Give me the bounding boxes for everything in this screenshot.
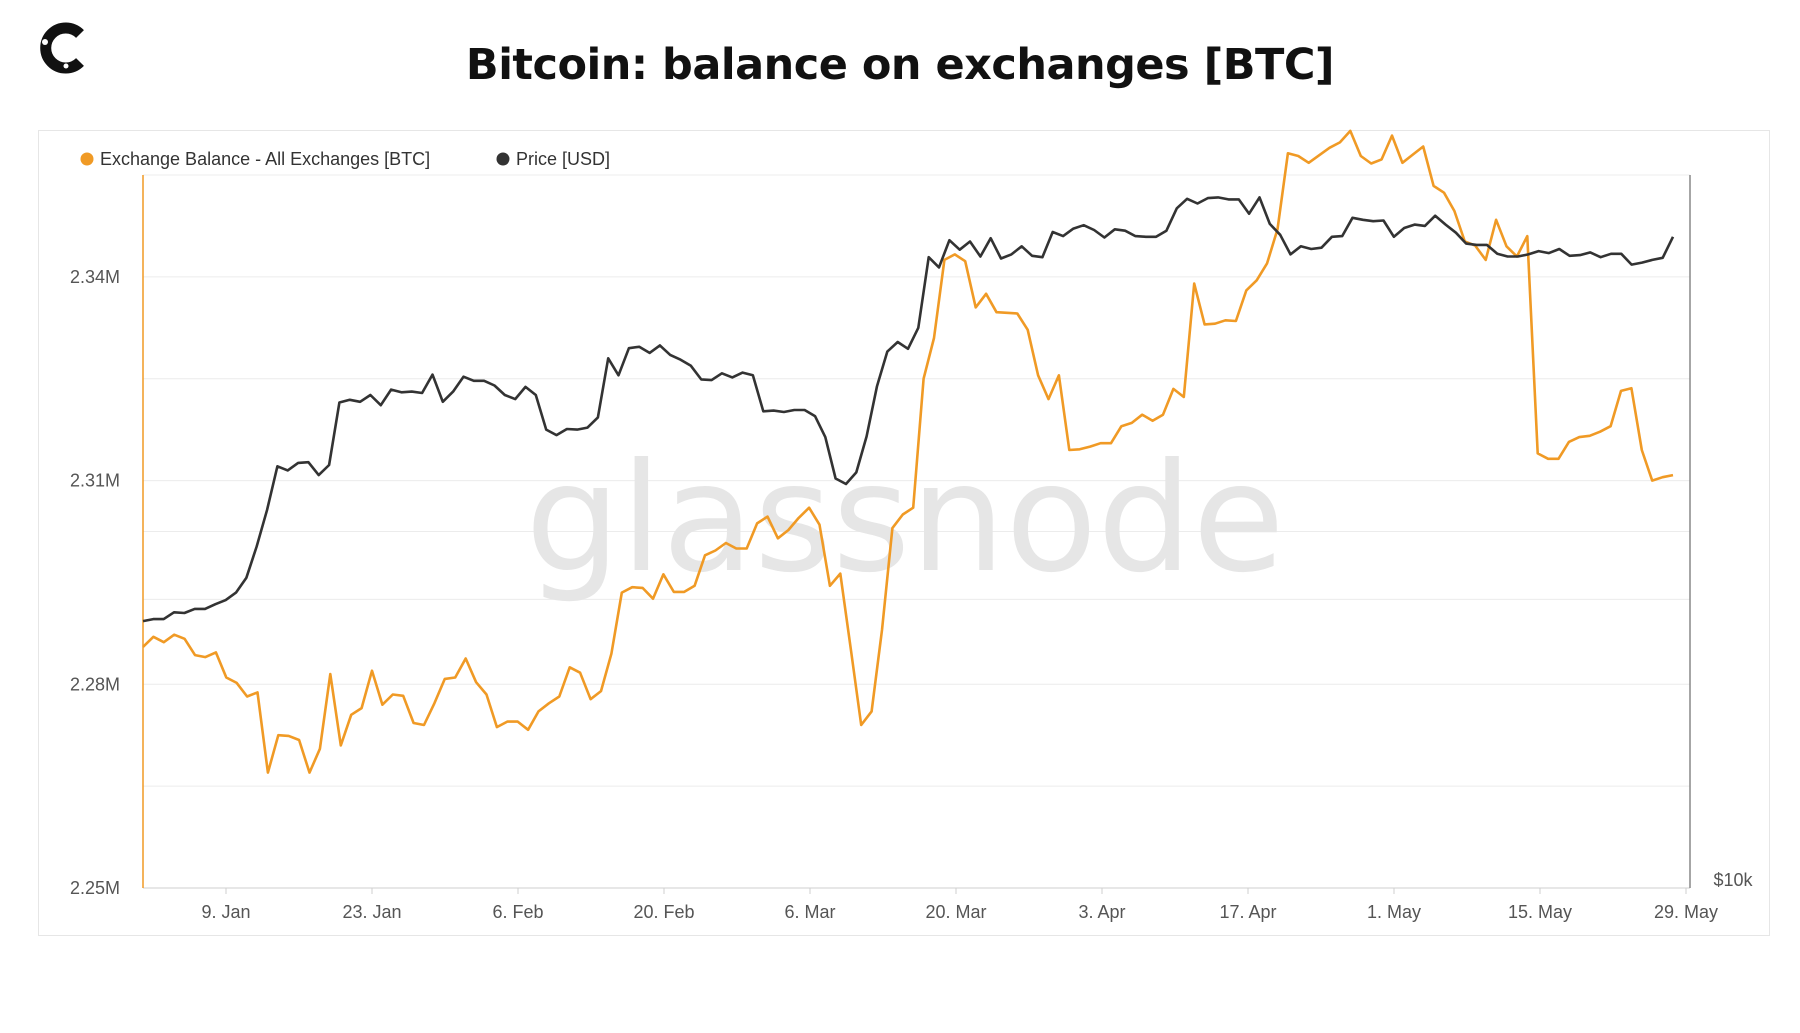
x-tick-label: 6. Mar [784,902,835,922]
legend-label[interactable]: Exchange Balance - All Exchanges [BTC] [100,149,430,169]
x-tick-label: 17. Apr [1219,902,1276,922]
x-tick-label: 29. May [1654,902,1718,922]
x-tick-label: 1. May [1367,902,1421,922]
chart-frame [38,130,1770,936]
x-tick-label: 3. Apr [1078,902,1125,922]
glassnode-watermark: glassnode [525,432,1284,606]
y-tick-label: 2.25M [70,878,120,898]
x-tick-label: 23. Jan [342,902,401,922]
legend: Exchange Balance - All Exchanges [BTC] Pr… [80,149,610,169]
x-tick-label: 15. May [1508,902,1572,922]
legend-marker[interactable] [80,152,94,166]
x-tick-label: 20. Mar [925,902,986,922]
coinglass-logo-icon [40,22,84,74]
series-lines [142,129,1675,774]
axes: 2.25M 2.28M 2.31M 2.34M $10k 9. Jan 23. Jan 6. … [70,175,1754,922]
legend-label[interactable]: Price [USD] [516,149,610,169]
y-right-tick-label: $10k [1713,870,1753,890]
chart-title: Bitcoin: balance on exchanges [BTC] [465,40,1335,90]
x-tick-label: 9. Jan [201,902,250,922]
x-tick-label: 6. Feb [492,902,543,922]
series-line-exchange-balance [142,129,1674,774]
x-tick-label: 20. Feb [633,902,694,922]
legend-marker[interactable] [496,152,510,166]
y-tick-label: 2.34M [70,267,120,287]
y-tick-label: 2.28M [70,674,120,694]
series-line-price [142,196,1675,623]
y-tick-label: 2.31M [70,471,120,491]
